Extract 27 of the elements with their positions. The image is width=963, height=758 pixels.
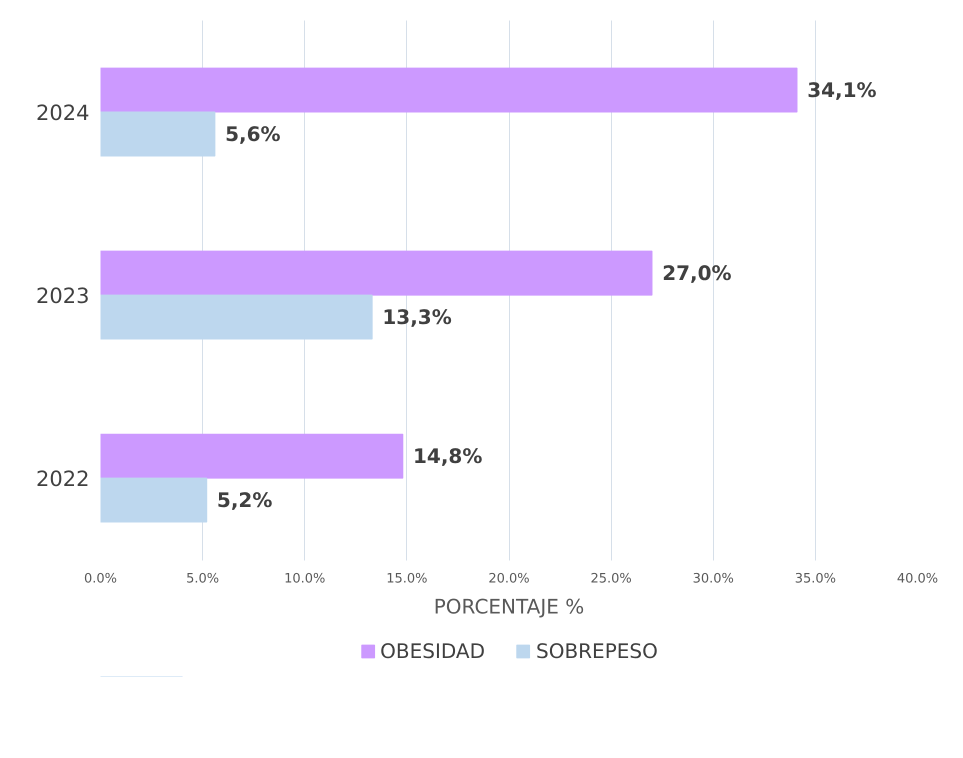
data-label: 13,3% bbox=[382, 305, 452, 330]
x-tick-label: 5.0% bbox=[186, 572, 220, 586]
bar bbox=[100, 68, 798, 113]
data-label: 34,1% bbox=[807, 78, 877, 102]
x-tick-label: 25.0% bbox=[590, 572, 632, 586]
y-tick-label: 2024 bbox=[36, 101, 90, 126]
x-tick-label: 10.0% bbox=[284, 572, 326, 586]
bar bbox=[100, 294, 373, 340]
x-tick-label: 15.0% bbox=[386, 572, 428, 586]
data-label: 14,8% bbox=[413, 444, 482, 468]
x-tick-label: 35.0% bbox=[794, 572, 836, 586]
x-tick-label: 20.0% bbox=[488, 572, 530, 586]
x-axis-title: PORCENTAJE % bbox=[434, 594, 584, 618]
x-tick-label: 0.0% bbox=[84, 572, 118, 586]
data-label: 5,6% bbox=[225, 122, 281, 146]
data-label: 5,2% bbox=[216, 488, 272, 512]
legend-label: SOBREPESO bbox=[536, 639, 658, 663]
legend-label: OBESIDAD bbox=[380, 639, 485, 663]
bar bbox=[100, 434, 404, 479]
y-tick-label: 2022 bbox=[36, 467, 90, 492]
bar bbox=[100, 478, 208, 523]
y-tick-label: 2023 bbox=[36, 284, 90, 308]
x-tick-label: 40.0% bbox=[896, 572, 938, 586]
bar bbox=[100, 250, 652, 296]
data-label: 27,0% bbox=[662, 261, 732, 286]
bar bbox=[100, 112, 216, 156]
x-tick-label: 30.0% bbox=[692, 572, 734, 586]
